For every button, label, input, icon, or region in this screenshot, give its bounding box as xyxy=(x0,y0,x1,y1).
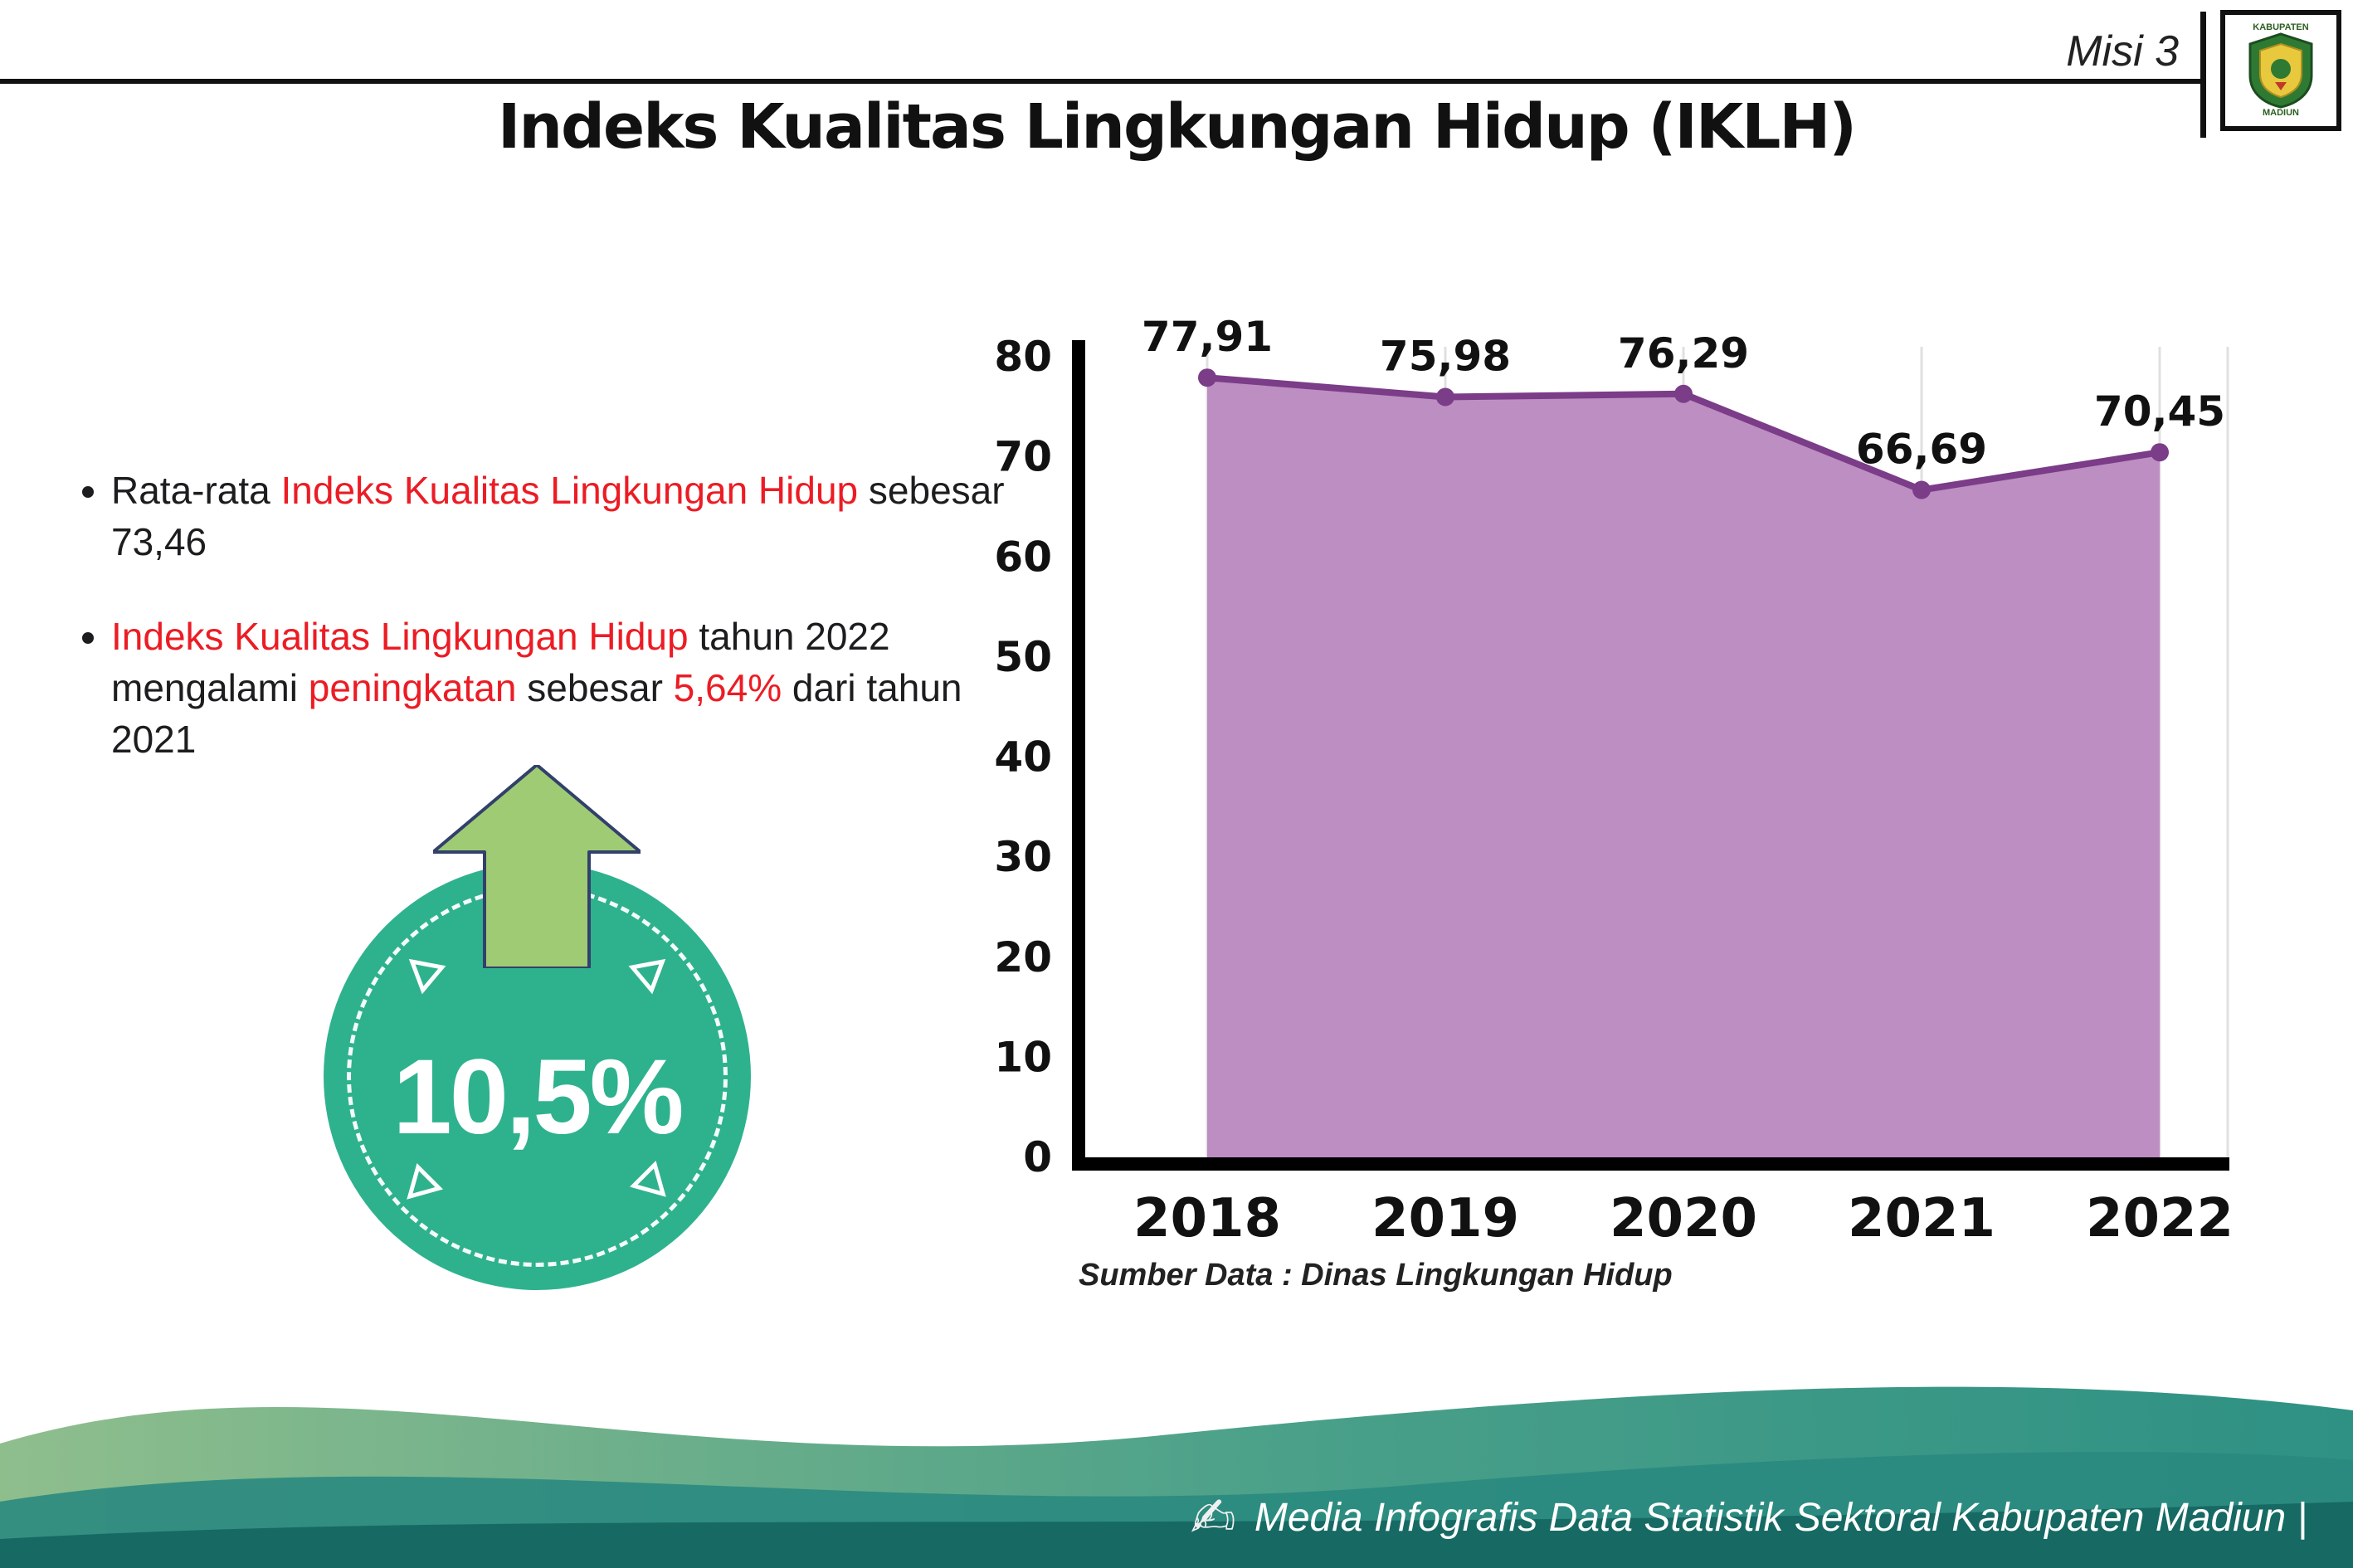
svg-text:2020: 2020 xyxy=(1610,1188,1757,1249)
svg-text:2019: 2019 xyxy=(1371,1188,1519,1249)
svg-text:70,45: 70,45 xyxy=(2094,387,2225,436)
svg-text:20: 20 xyxy=(994,933,1052,981)
svg-text:66,69: 66,69 xyxy=(1856,426,1987,474)
svg-text:60: 60 xyxy=(994,533,1052,581)
page-title: Indeks Kualitas Lingkungan Hidup (IKLH) xyxy=(497,91,1857,163)
svg-text:30: 30 xyxy=(994,833,1052,881)
svg-text:80: 80 xyxy=(994,333,1052,381)
svg-text:0: 0 xyxy=(1023,1133,1052,1181)
bullet-increase-iklh: Indeks Kualitas Lingkungan Hidup tahun 2… xyxy=(111,611,1007,765)
iklh-chart: 0 10 20 30 40 50 60 70 80 2018 2019 2020 2021 2022 77,… xyxy=(967,290,2261,1286)
bullet2-text-2: sebesar xyxy=(516,666,674,710)
svg-text:50: 50 xyxy=(994,633,1052,681)
svg-text:75,98: 75,98 xyxy=(1380,332,1511,380)
footer-waves xyxy=(0,1386,2353,1568)
bullet2-highlight-3: 5,64% xyxy=(673,666,782,710)
bullet-average-iklh: Rata-rata Indeks Kualitas Lingkungan Hid… xyxy=(111,465,1007,567)
logo-bottom-text: MADIUN xyxy=(2263,108,2299,118)
svg-text:2018: 2018 xyxy=(1133,1188,1281,1249)
ring-triangle-icons xyxy=(407,958,666,1200)
up-arrow-icon xyxy=(433,765,641,968)
svg-text:70: 70 xyxy=(994,433,1052,481)
bullet2-text-1: tahun 2022 mengalami xyxy=(111,615,890,710)
source-note: Sumber Data : Dinas Lingkungan Hidup xyxy=(1079,1258,1673,1293)
logo-top-text: KABUPATEN xyxy=(2253,22,2309,32)
writer-mascot-icon: ✍ xyxy=(1190,1487,1236,1548)
iklh-chart-svg: 0 10 20 30 40 50 60 70 80 2018 2019 2020 2021 2022 77,… xyxy=(994,313,2234,1249)
bullet2-highlight-2: peningkatan xyxy=(308,666,517,710)
bullet2-highlight-1: Indeks Kualitas Lingkungan Hidup xyxy=(111,615,689,659)
key-points-list: Rata-rata Indeks Kualitas Lingkungan Hid… xyxy=(76,465,1007,808)
kabupaten-madiun-logo: KABUPATEN MADIUN xyxy=(2220,10,2341,131)
svg-text:2021: 2021 xyxy=(1848,1188,1995,1249)
increase-percentage-value: 10,5% xyxy=(392,1038,684,1157)
svg-text:77,91: 77,91 xyxy=(1142,313,1273,361)
misi-label: Misi 3 xyxy=(2066,27,2179,75)
bullet1-text: Rata-rata xyxy=(111,469,281,512)
footer-credit-text: Media Infografis Data Statistik Sektoral… xyxy=(1254,1495,2307,1540)
top-divider-line xyxy=(0,79,2200,84)
footer-credit: ✍ Media Infografis Data Statistik Sektor… xyxy=(1191,1490,2307,1545)
bullet1-highlight: Indeks Kualitas Lingkungan Hidup xyxy=(280,469,859,512)
svg-text:10: 10 xyxy=(994,1033,1052,1081)
svg-text:2022: 2022 xyxy=(2086,1188,2234,1249)
logo-crest-icon xyxy=(2248,32,2313,109)
bullet2-text-3: dari tahun 2021 xyxy=(111,666,962,762)
logo-frame-bar xyxy=(2200,12,2206,138)
svg-text:76,29: 76,29 xyxy=(1618,329,1749,377)
svg-text:40: 40 xyxy=(994,733,1052,782)
bullet1-text-2: sebesar 73,46 xyxy=(111,469,1005,564)
